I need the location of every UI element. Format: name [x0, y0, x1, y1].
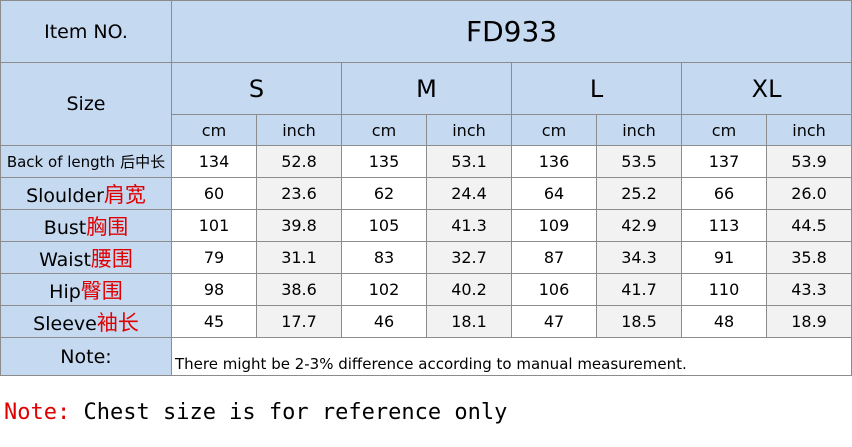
cell: 39.8	[256, 209, 342, 242]
table-row: Back of length 后中长 134 52.8 135 53.1 136 53.5 1…	[0, 145, 852, 178]
row-label: Sleeve袖长	[0, 305, 172, 338]
item-number: FD933	[170, 0, 852, 63]
note-label: Note:	[0, 337, 172, 376]
row-label-en: Bust	[43, 216, 87, 239]
row-label-cn: 肩宽	[103, 182, 146, 207]
cell: 137	[681, 145, 767, 178]
cell: 66	[681, 177, 767, 210]
cell: 106	[511, 273, 597, 306]
cell: 136	[511, 145, 597, 178]
item-label: Item NO.	[0, 0, 172, 63]
size: XL	[680, 62, 852, 115]
cell: 32.7	[426, 241, 512, 274]
unit: inch	[596, 114, 682, 146]
row-label-en: Sleeve	[33, 312, 97, 335]
cell: 101	[171, 209, 257, 242]
unit: inch	[426, 114, 512, 146]
cell: 25.2	[596, 177, 682, 210]
row-label: Hip臀围	[0, 273, 172, 306]
row-label: Bust胸围	[0, 209, 172, 242]
cell: 134	[171, 145, 257, 178]
cell: 23.6	[256, 177, 342, 210]
table-row: Waist腰围 79 31.1 83 32.7 87 34.3 91 35.8	[0, 241, 852, 274]
cell: 40.2	[426, 273, 512, 306]
cell: 44.5	[765, 209, 852, 242]
cell: 38.6	[256, 273, 342, 306]
table-row: Bust胸围 101 39.8 105 41.3 109 42.9 113 44.5	[0, 209, 852, 242]
cell: 109	[511, 209, 597, 242]
unit: cm	[341, 114, 427, 146]
cell: 34.3	[596, 241, 682, 274]
row-label-cn: 臀围	[80, 278, 123, 303]
cell: 113	[681, 209, 767, 242]
cell: 60	[171, 177, 257, 210]
row-label-cn: 后中长	[120, 153, 166, 171]
note-row: Note: There might be 2-3% difference acco…	[0, 337, 852, 376]
unit: inch	[765, 114, 852, 146]
cell: 62	[341, 177, 427, 210]
cell: 110	[681, 273, 767, 306]
cell: 87	[511, 241, 597, 274]
footer-label: Note:	[4, 400, 71, 425]
row-label-cn: 腰围	[90, 246, 133, 271]
cell: 24.4	[426, 177, 512, 210]
cell: 135	[341, 145, 427, 178]
cell: 41.3	[426, 209, 512, 242]
size: S	[171, 62, 342, 115]
cell: 91	[681, 241, 767, 274]
row-label: Waist腰围	[0, 241, 172, 274]
cell: 102	[341, 273, 427, 306]
cell: 31.1	[256, 241, 342, 274]
size-table: Item NO. FD933 Size S M L XL cm inch cm inch cm…	[0, 0, 852, 376]
cell: 18.9	[765, 305, 852, 338]
footer-note: Note: Chest size is for reference only	[4, 400, 507, 425]
cell: 18.5	[596, 305, 682, 338]
row-label: Sloulder肩宽	[0, 177, 172, 210]
unit: inch	[256, 114, 342, 146]
size: L	[511, 62, 682, 115]
note-text: There might be 2-3% difference according…	[170, 337, 852, 376]
footer-text: Chest size is for reference only	[83, 400, 508, 425]
table-row: Sleeve袖长 45 17.7 46 18.1 47 18.5 48 18.9	[0, 305, 852, 338]
row-label-en: Waist	[39, 248, 91, 271]
cell: 83	[341, 241, 427, 274]
cell: 105	[341, 209, 427, 242]
cell: 64	[511, 177, 597, 210]
cell: 53.5	[596, 145, 682, 178]
unit: cm	[171, 114, 257, 146]
row-label-cn: 胸围	[86, 214, 129, 239]
cell: 53.9	[765, 145, 852, 178]
cell: 42.9	[596, 209, 682, 242]
row-label: Back of length 后中长	[0, 145, 172, 178]
cell: 45	[171, 305, 257, 338]
table-row: Hip臀围 98 38.6 102 40.2 106 41.7 110 43.3	[0, 273, 852, 306]
cell: 35.8	[765, 241, 852, 274]
row-label-en: Hip	[49, 280, 81, 303]
unit: cm	[511, 114, 597, 146]
cell: 79	[171, 241, 257, 274]
cell: 43.3	[765, 273, 852, 306]
row-label-en: Back of length	[6, 153, 116, 171]
cell: 18.1	[426, 305, 512, 338]
cell: 26.0	[765, 177, 852, 210]
cell: 41.7	[596, 273, 682, 306]
cell: 46	[341, 305, 427, 338]
cell: 52.8	[256, 145, 342, 178]
table-row: Sloulder肩宽 60 23.6 62 24.4 64 25.2 66 26.0	[0, 177, 852, 210]
cell: 48	[681, 305, 767, 338]
cell: 53.1	[426, 145, 512, 178]
cell: 98	[171, 273, 257, 306]
cell: 47	[511, 305, 597, 338]
size: M	[341, 62, 512, 115]
row-label-cn: 袖长	[96, 310, 139, 335]
row-label-en: Sloulder	[26, 184, 104, 207]
size-label: Size	[0, 62, 172, 146]
cell: 17.7	[256, 305, 342, 338]
unit: cm	[681, 114, 767, 146]
